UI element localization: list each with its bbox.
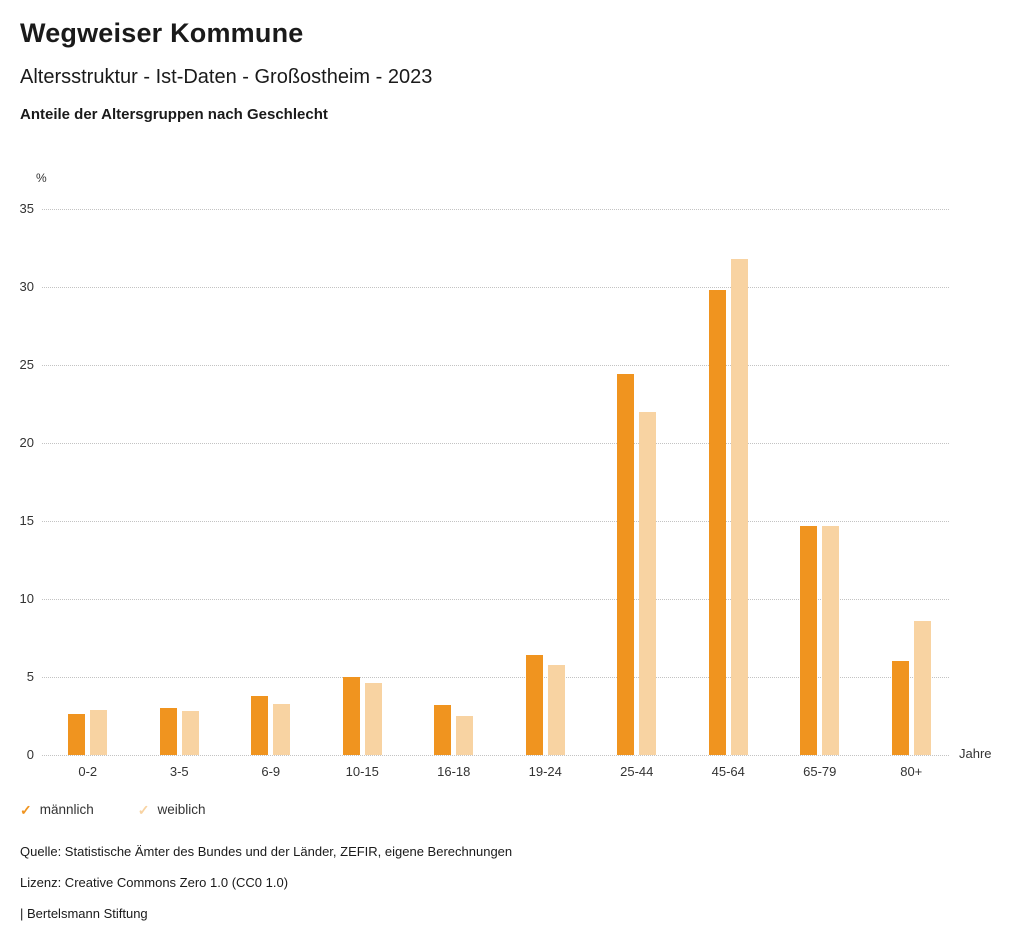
x-tick-label-0-2: 0-2 (78, 764, 98, 779)
bar-group-16-18 (408, 209, 500, 755)
bar-group-25-44 (591, 209, 683, 755)
bar-weiblich-6-9[interactable] (273, 703, 291, 755)
bar-männlich-19-24[interactable] (525, 655, 543, 755)
legend-item-männlich[interactable]: ✓ männlich (20, 802, 94, 817)
footer-license: Lizenz: Creative Commons Zero 1.0 (CC0 1… (20, 875, 289, 890)
bar-weiblich-3-5[interactable] (181, 711, 199, 755)
y-axis-unit-label: % (36, 171, 47, 185)
legend-label: männlich (39, 802, 94, 817)
bar-group-6-9 (225, 209, 317, 755)
bar-group-10-15 (317, 209, 409, 755)
x-tick-label-6-9: 6-9 (261, 764, 281, 779)
x-tick-label-65-79: 65-79 (803, 764, 837, 779)
bar-group-0-2 (42, 209, 134, 755)
gridline-25 (42, 365, 949, 366)
bar-group-19-24 (500, 209, 592, 755)
gridline-20 (42, 443, 949, 444)
gridline-5 (42, 677, 949, 678)
y-tick-label-15: 15 (19, 512, 34, 528)
gridline-0 (42, 755, 949, 756)
footer-source: Quelle: Statistische Ämter des Bundes un… (20, 844, 513, 859)
chart-subtitle: Altersstruktur - Ist-Daten - Großostheim… (20, 66, 433, 88)
bar-group-65-79 (774, 209, 866, 755)
y-tick-label-20: 20 (19, 435, 34, 450)
check-icon: ✓ (137, 801, 150, 818)
chart-heading: Anteile der Altersgruppen nach Geschlech… (20, 106, 328, 123)
bar-männlich-3-5[interactable] (159, 708, 177, 755)
x-tick-label-80+: 80+ (900, 764, 923, 779)
bar-männlich-0-2[interactable] (68, 714, 86, 755)
y-tick-label-10: 10 (19, 591, 34, 606)
x-tick-label-45-64: 45-64 (711, 764, 745, 779)
bar-weiblich-45-64[interactable] (730, 258, 748, 755)
x-tick-label-10-15: 10-15 (345, 764, 379, 779)
bar-weiblich-10-15[interactable] (364, 683, 382, 755)
bar-männlich-65-79[interactable] (800, 525, 818, 755)
gridline-15 (42, 521, 949, 522)
bar-weiblich-80+[interactable] (913, 620, 931, 755)
bar-group-80+ (866, 209, 958, 755)
gridline-30 (42, 287, 949, 288)
bar-männlich-16-18[interactable] (434, 705, 452, 755)
x-tick-label-19-24: 19-24 (528, 764, 562, 779)
bar-männlich-6-9[interactable] (251, 695, 269, 755)
legend: ✓ männlich ✓ weiblich (20, 802, 206, 817)
y-tick-label-35: 35 (19, 201, 34, 216)
y-tick-label-5: 5 (26, 669, 34, 684)
bar-weiblich-0-2[interactable] (90, 709, 108, 755)
bar-männlich-25-44[interactable] (617, 374, 635, 755)
page-title: Wegweiser Kommune (20, 18, 304, 48)
bar-group-3-5 (134, 209, 226, 755)
gridline-10 (42, 599, 949, 600)
footer-attribution: | Bertelsmann Stiftung (20, 906, 148, 921)
bar-weiblich-65-79[interactable] (822, 525, 840, 755)
gridline-35 (42, 209, 949, 210)
y-tick-label-30: 30 (19, 278, 34, 294)
bar-group-45-64 (683, 209, 775, 755)
legend-label: weiblich (157, 802, 206, 817)
plot-area: 0 5 10 15 20 25 30 35 (20, 201, 957, 762)
x-axis-title: Jahre (959, 746, 992, 761)
bar-männlich-45-64[interactable] (708, 290, 726, 755)
legend-item-weiblich[interactable]: ✓ weiblich (138, 802, 206, 817)
bar-weiblich-19-24[interactable] (547, 664, 565, 755)
bar-männlich-80+[interactable] (891, 661, 909, 755)
bar-männlich-10-15[interactable] (342, 677, 360, 755)
bars-row (42, 209, 957, 755)
x-tick-label-16-18: 16-18 (437, 764, 471, 779)
check-icon: ✓ (20, 801, 32, 818)
bar-weiblich-16-18[interactable] (456, 716, 474, 755)
bar-weiblich-25-44[interactable] (639, 411, 657, 755)
x-tick-label-25-44: 25-44 (620, 764, 654, 779)
x-axis-labels: 0-2 3-5 6-9 10-15 16-18 19-24 25-44 45-64 65-79 8… (42, 764, 957, 779)
x-tick-label-3-5: 3-5 (169, 764, 189, 779)
y-tick-label-25: 25 (19, 356, 34, 372)
y-tick-label-0: 0 (26, 747, 34, 762)
